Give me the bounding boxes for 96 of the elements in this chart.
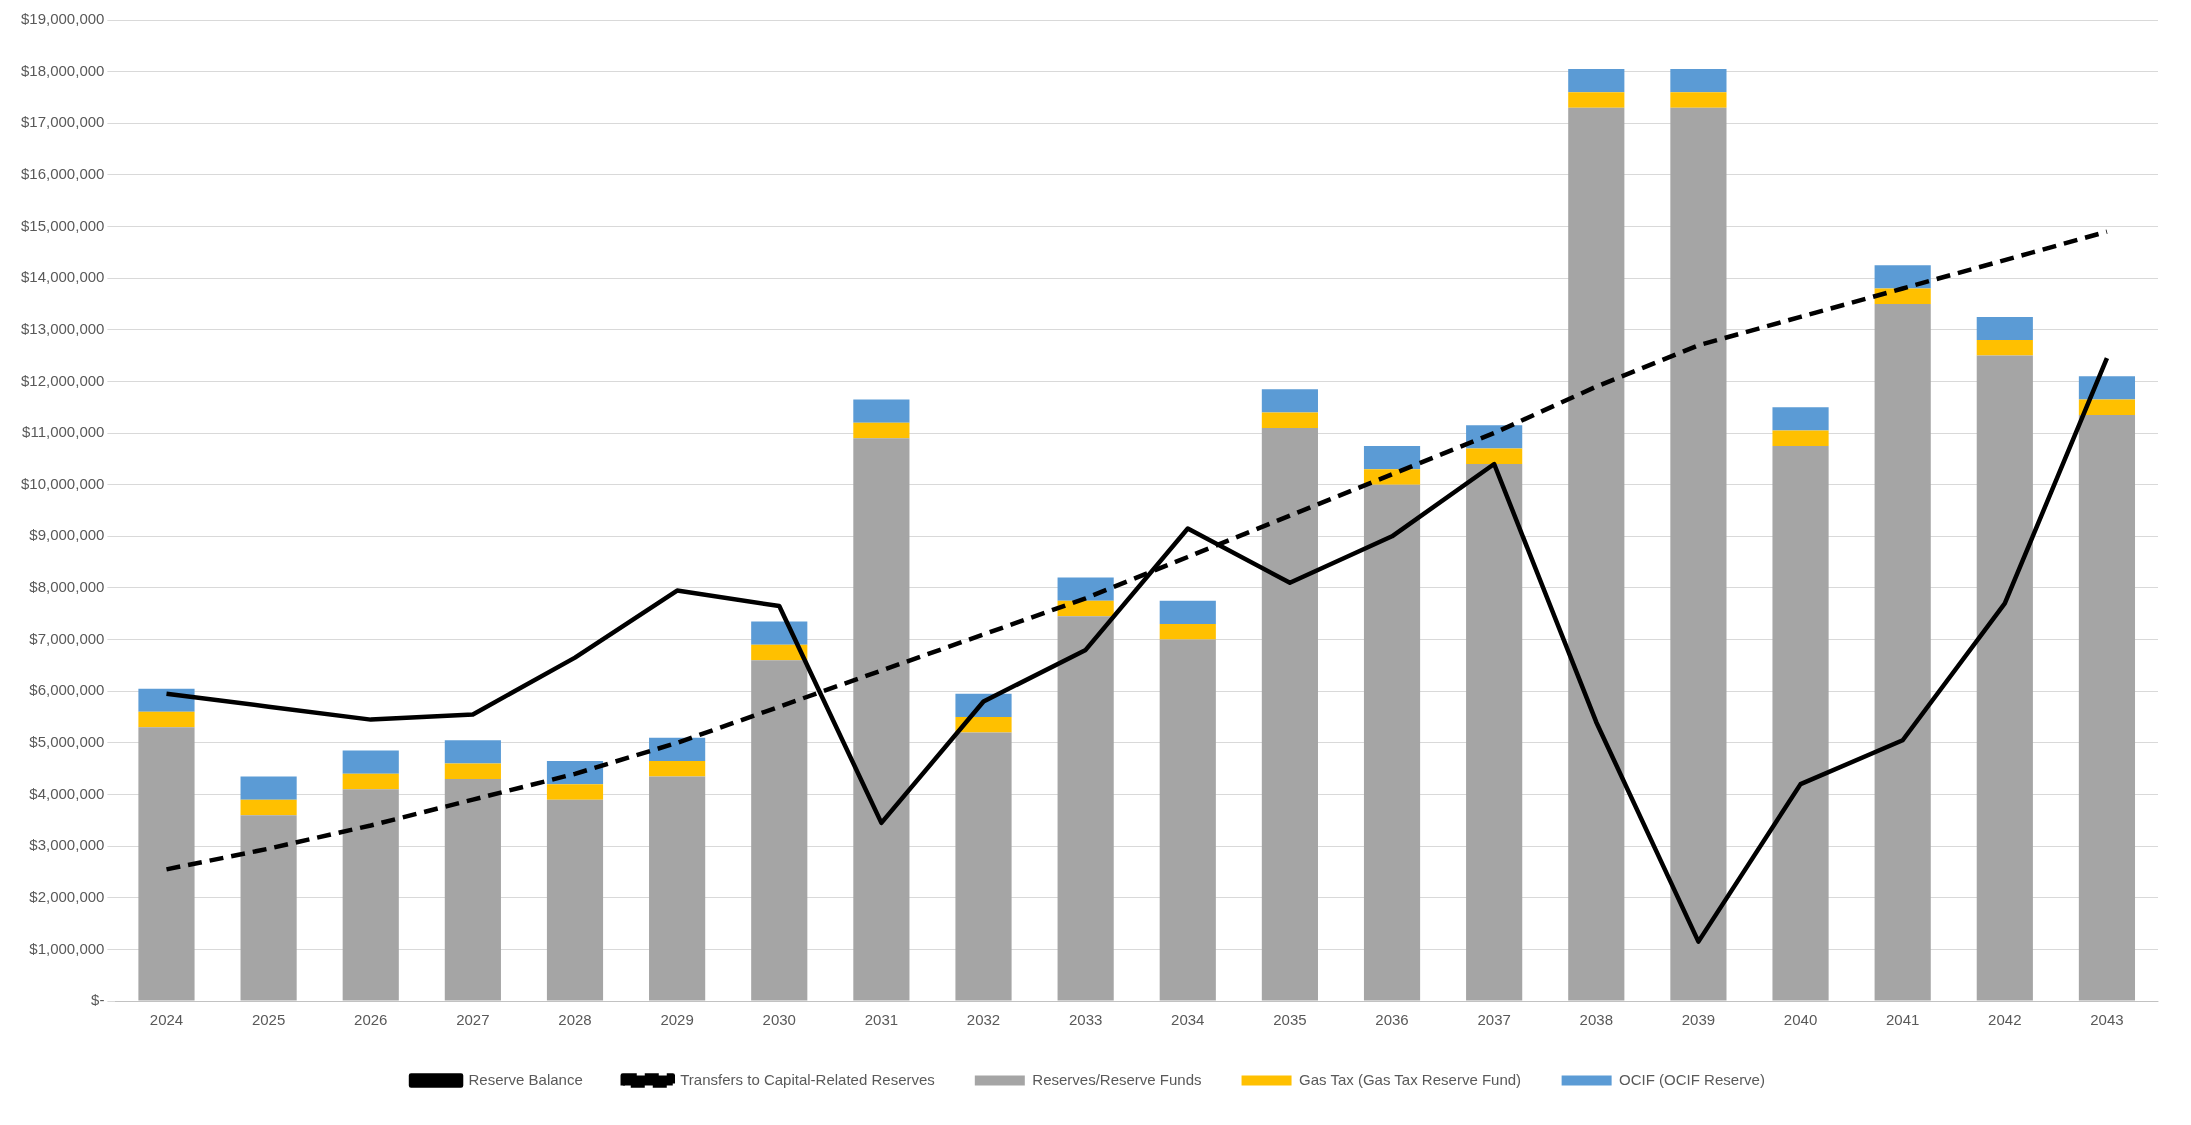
bar: [1363, 445, 1421, 470]
bar: [1466, 464, 1523, 1001]
x-tick-label: 2033: [1068, 1011, 1103, 1029]
x-tick-label: 2036: [1375, 1011, 1409, 1029]
y-tick-label: $5,000,000: [29, 732, 105, 750]
bar: [649, 776, 706, 1001]
y-tick-label: $15,000,000: [20, 216, 105, 234]
bar: [546, 784, 604, 800]
x-tick-label: 2024: [149, 1011, 184, 1029]
bar: [1670, 107, 1727, 1001]
bar: [1772, 430, 1829, 446]
x-tick-label: 2028: [558, 1011, 592, 1029]
legend-label: Reserve Balance: [468, 1070, 583, 1088]
legend-label: Reserves/Reserve Funds: [1032, 1070, 1202, 1088]
bar: [1976, 340, 2033, 356]
y-tick-label: $7,000,000: [29, 629, 105, 647]
x-tick-label: 2027: [456, 1011, 490, 1029]
bar: [1261, 412, 1318, 428]
bar: [751, 660, 808, 1001]
x-tick-label: 2025: [251, 1011, 286, 1029]
y-tick-label: $11,000,000: [22, 423, 105, 441]
legend-label: Gas Tax (Gas Tax Reserve Fund): [1299, 1070, 1522, 1088]
bar: [1261, 427, 1318, 1001]
bar: [138, 688, 195, 712]
y-tick-label: $2,000,000: [29, 887, 105, 905]
y-tick-label: $9,000,000: [29, 526, 105, 544]
bar: [444, 763, 501, 779]
bar: [1568, 69, 1625, 93]
bar: [138, 711, 195, 728]
y-tick-label: $12,000,000: [20, 371, 105, 389]
bar: [853, 438, 910, 1001]
bar: [2078, 376, 2136, 400]
bar: [1057, 616, 1114, 1001]
bar: [1159, 624, 1216, 640]
bar: [1874, 265, 1931, 289]
x-tick-label: 2029: [660, 1011, 694, 1029]
x-tick-label: 2032: [966, 1011, 1001, 1029]
x-tick-label: 2035: [1273, 1011, 1307, 1029]
legend-label: OCIF (OCIF Reserve): [1619, 1070, 1765, 1088]
y-tick-label: $-: [91, 991, 105, 1009]
x-tick-label: 2042: [1988, 1011, 2022, 1029]
bar: [1466, 448, 1523, 465]
bar: [138, 727, 195, 1001]
bar: [1670, 92, 1727, 108]
bar: [1976, 316, 2033, 341]
bar: [1261, 389, 1318, 413]
y-tick-label: $10,000,000: [20, 474, 105, 492]
bar: [955, 732, 1012, 1001]
x-tick-label: 2040: [1783, 1011, 1818, 1029]
x-tick-label: 2041: [1885, 1011, 1920, 1029]
y-tick-label: $6,000,000: [29, 681, 105, 699]
bar: [1057, 577, 1114, 601]
y-tick-label: $18,000,000: [20, 61, 105, 79]
bar: [1772, 445, 1829, 1001]
bar: [1772, 407, 1829, 431]
bar: [649, 760, 706, 777]
x-tick-label: 2031: [864, 1011, 899, 1029]
x-tick-label: 2030: [762, 1011, 796, 1029]
bar: [1159, 600, 1216, 625]
legend-label: Transfers to Capital-Related Reserves: [680, 1070, 935, 1088]
x-tick-label: 2034: [1171, 1011, 1205, 1029]
x-tick-label: 2026: [354, 1011, 388, 1029]
bar: [1874, 303, 1931, 1001]
bar: [853, 399, 910, 423]
y-tick-label: $4,000,000: [29, 784, 105, 802]
bar: [751, 621, 808, 645]
y-tick-label: $8,000,000: [29, 578, 105, 596]
bar: [240, 776, 297, 800]
bar: [546, 799, 604, 1001]
y-tick-label: $17,000,000: [20, 113, 105, 131]
bar: [342, 789, 399, 1001]
x-tick-label: 2043: [2090, 1011, 2124, 1029]
bar: [444, 740, 501, 764]
x-tick-label: 2039: [1681, 1011, 1716, 1029]
bar: [853, 422, 910, 439]
x-tick-label: 2038: [1579, 1011, 1613, 1029]
y-tick-label: $1,000,000: [29, 939, 105, 957]
bar: [1363, 484, 1421, 1001]
bar: [342, 750, 399, 774]
bar: [444, 778, 501, 1001]
bar: [1976, 355, 2033, 1001]
bar: [1568, 92, 1625, 108]
y-tick-label: $19,000,000: [20, 10, 105, 28]
bar: [1670, 69, 1727, 93]
y-tick-label: $13,000,000: [20, 319, 105, 337]
y-tick-label: $16,000,000: [20, 165, 105, 183]
bar: [240, 815, 297, 1001]
x-tick-label: 2037: [1477, 1011, 1511, 1029]
bar: [1159, 639, 1216, 1001]
y-tick-label: $14,000,000: [20, 268, 105, 286]
bar: [342, 773, 399, 790]
bar: [2078, 414, 2136, 1001]
bar: [1568, 107, 1625, 1001]
y-tick-label: $3,000,000: [29, 836, 105, 854]
bar: [240, 799, 297, 816]
bar: [2078, 399, 2136, 415]
